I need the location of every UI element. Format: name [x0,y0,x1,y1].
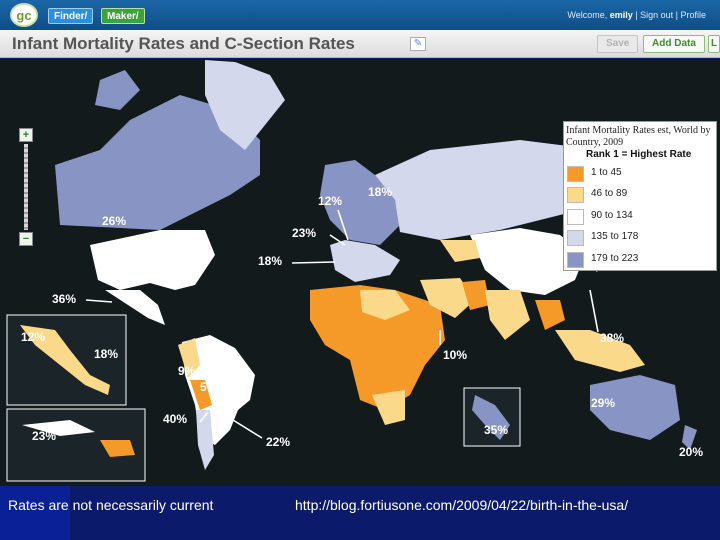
africa-region [310,285,445,410]
footer-note: Rates are not necessarily current [8,497,214,513]
zoom-slider[interactable] [24,144,28,230]
indonesia-region [555,330,645,372]
label-colombia: 9% [178,364,196,378]
label-central-america-inset: 18% [94,347,118,361]
label-india: 10% [443,348,467,362]
legend-label: 135 to 178 [591,231,639,242]
legend-swatch [567,252,584,268]
greenland-region [205,60,285,150]
legend-title: Infant Mortality Rates est, World by Cou… [566,125,711,148]
usa-region [90,230,215,290]
china-region [470,228,585,295]
footer-accent [0,486,70,540]
label-caribbean: 23% [32,429,56,443]
geocommons-logo[interactable]: gc [10,3,38,27]
europe-region [330,240,400,282]
finder-button[interactable]: Finder/ [48,8,94,24]
canada-region [55,95,260,230]
add-data-button[interactable]: Add Data [643,35,705,53]
source-url[interactable]: http://blog.fortiusone.com/2009/04/22/bi… [295,497,629,513]
arrow-chile [199,411,209,423]
legend-item: 90 to 134 [567,207,714,227]
argentina-region [196,410,214,470]
india-region [485,290,530,340]
legend-item: 179 to 223 [567,250,714,270]
zoom-in-button[interactable]: + [19,128,33,142]
label-scandinavia: 12% [318,194,342,208]
arrow-scandinavia [337,209,349,241]
arrow-mexico [85,299,113,303]
mexico-region [105,290,165,325]
label-france: 18% [258,254,282,268]
legend-label: 1 to 45 [591,167,622,178]
label-uk: 23% [292,226,316,240]
legend-item: 1 to 45 [567,164,714,184]
top-bar: gc Finder/ Maker/ Welcome, emily | Sign … [0,0,720,30]
arrow-uk [329,234,346,246]
southeast-asia-region [535,300,565,330]
middle-east-region [420,278,475,318]
legend-item: 46 to 89 [567,185,714,205]
layers-button[interactable]: L [708,35,720,53]
label-chile: 40% [163,412,187,426]
legend-item: 135 to 178 [567,228,714,248]
welcome-text: Welcome, [567,10,608,20]
south-africa-region [372,390,405,425]
new-zealand-region [682,425,697,450]
australia-region [590,375,680,440]
label-new-zealand: 20% [679,445,703,459]
label-central-america: 12% [21,330,45,344]
legend-swatch [567,166,584,182]
label-finland: 18% [368,185,392,199]
alaska-region [95,70,140,110]
user-name[interactable]: emily [609,10,633,20]
legend-swatch [567,187,584,203]
label-china: 38% [600,331,624,345]
legend-label: 179 to 223 [591,253,639,264]
account-link-list[interactable]: | Sign out | Profile [635,10,706,20]
central-asia-region [440,240,480,262]
map-title-bar: Infant Mortality Rates and C-Section Rat… [0,30,720,58]
map-legend: Infant Mortality Rates est, World by Cou… [563,121,717,271]
label-argentina: 22% [266,435,290,449]
label-canada: 26% [102,214,126,228]
label-peru: 5% [200,380,218,394]
world-map[interactable]: 26% 32% 36% 12% 18% 23% 9% 5% 36% 40% 22… [0,59,720,486]
save-button[interactable]: Save [597,35,639,53]
zoom-control: + − [17,128,37,246]
colombia-region [178,338,200,378]
arrow-argentina [232,419,263,439]
label-mexico: 36% [52,292,76,306]
arrow-china [589,289,599,333]
north-africa-region [360,290,410,320]
label-italy: 35% [484,423,508,437]
arrow-france [291,261,336,264]
label-usa: 32% [120,266,144,280]
edit-title-icon[interactable]: ✎ [410,37,426,51]
legend-swatch [567,230,584,246]
maker-button[interactable]: Maker/ [101,8,145,24]
label-brazil: 36% [226,368,250,382]
bolivia-region [190,380,212,410]
zoom-out-button[interactable]: − [19,232,33,246]
legend-label: 90 to 134 [591,210,633,221]
legend-subtitle: Rank 1 = Highest Rate [586,149,692,160]
afghanistan-region [462,280,490,310]
legend-label: 46 to 89 [591,188,628,199]
label-australia: 29% [591,396,615,410]
map-title: Infant Mortality Rates and C-Section Rat… [12,34,355,53]
account-links: Welcome, emily | Sign out | Profile [567,10,706,20]
slide-footer: Rates are not necessarily current http:/… [0,486,720,540]
legend-swatch [567,209,584,225]
